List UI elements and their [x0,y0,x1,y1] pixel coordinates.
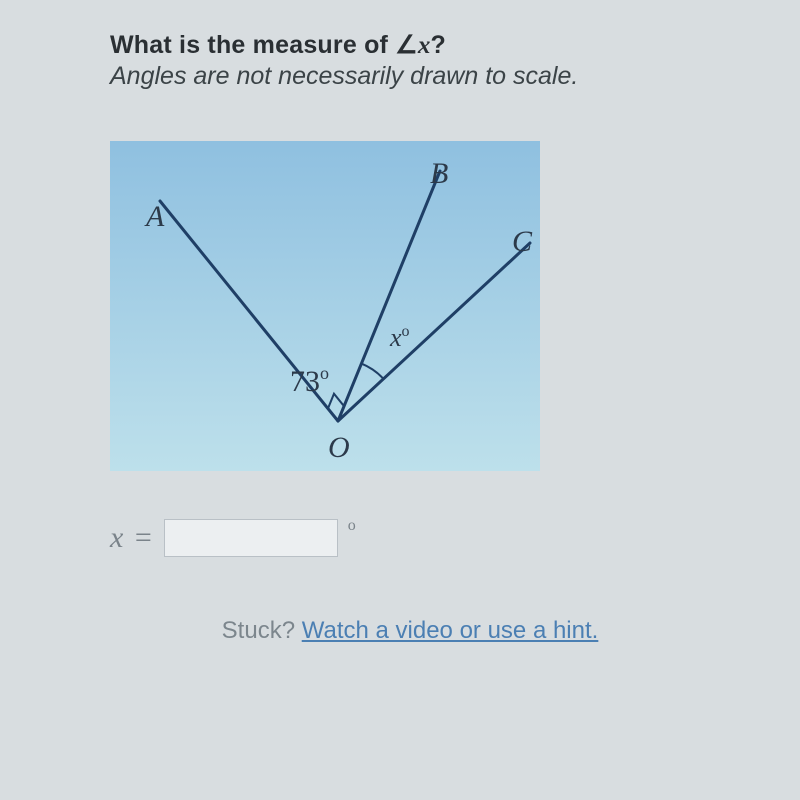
answer-input[interactable] [164,519,338,557]
stuck-footer: Stuck? Watch a video or use a hint. [110,617,710,645]
answer-row: x = o [110,519,710,557]
svg-text:B: B [430,157,448,190]
prompt-prefix: What is the measure of [110,31,395,59]
angle-symbol: ∠ [395,31,418,59]
svg-text:O: O [328,431,350,464]
answer-degree-symbol: o [348,517,356,535]
diagram-container: ABCO73oxo [110,141,710,471]
stuck-label: Stuck? [222,617,295,644]
question-subtitle: Angles are not necessarily drawn to scal… [110,62,710,91]
svg-text:A: A [144,200,165,233]
question-prompt: What is the measure of ∠x? [110,30,710,60]
prompt-var: x [418,32,431,59]
angle-diagram: ABCO73oxo [110,141,540,471]
answer-lhs: x = [110,521,152,555]
prompt-suffix: ? [431,31,446,59]
svg-text:C: C [512,225,533,258]
hint-link[interactable]: Watch a video or use a hint. [302,617,599,644]
